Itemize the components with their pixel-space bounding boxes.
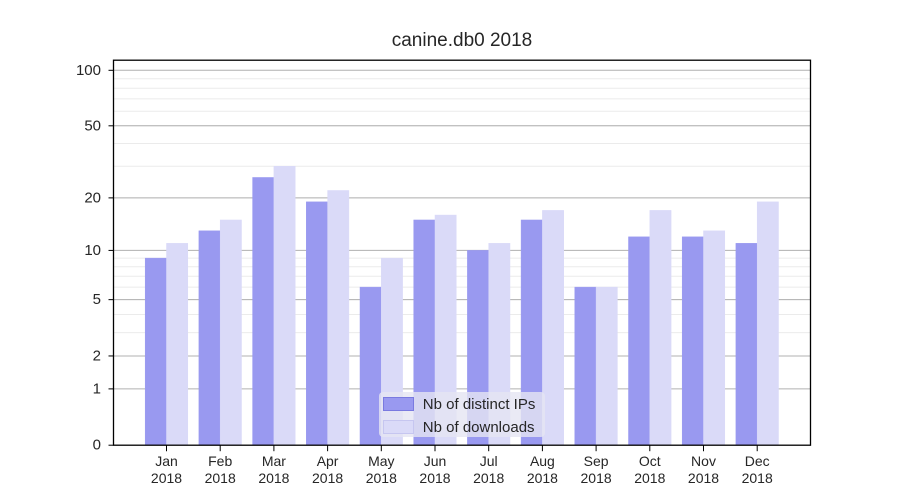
svg-text:Jun: Jun [424,453,447,469]
svg-text:2018: 2018 [151,470,182,486]
svg-text:100: 100 [76,62,101,79]
svg-text:2018: 2018 [581,470,612,486]
svg-text:2018: 2018 [258,470,289,486]
svg-text:2018: 2018 [527,470,558,486]
svg-text:2018: 2018 [688,470,719,486]
svg-text:2018: 2018 [205,470,236,486]
svg-text:5: 5 [93,291,101,308]
svg-text:2018: 2018 [634,470,665,486]
svg-text:2018: 2018 [473,470,504,486]
svg-text:Feb: Feb [208,453,232,469]
svg-text:2018: 2018 [419,470,450,486]
svg-text:2018: 2018 [742,470,773,486]
svg-text:Apr: Apr [317,453,339,469]
svg-text:Aug: Aug [530,453,555,469]
svg-text:2018: 2018 [366,470,397,486]
svg-text:Jan: Jan [155,453,178,469]
svg-text:20: 20 [84,189,101,206]
svg-text:2018: 2018 [312,470,343,486]
svg-text:Oct: Oct [639,453,661,469]
svg-text:1: 1 [93,380,101,397]
svg-text:10: 10 [84,242,101,259]
svg-text:Mar: Mar [262,453,286,469]
svg-text:Nov: Nov [691,453,716,469]
svg-text:50: 50 [84,117,101,134]
svg-text:May: May [368,453,394,469]
svg-text:2: 2 [93,347,101,364]
svg-text:0: 0 [93,437,101,454]
svg-text:Sep: Sep [584,453,609,469]
svg-text:Dec: Dec [745,453,770,469]
svg-text:Jul: Jul [480,453,498,469]
